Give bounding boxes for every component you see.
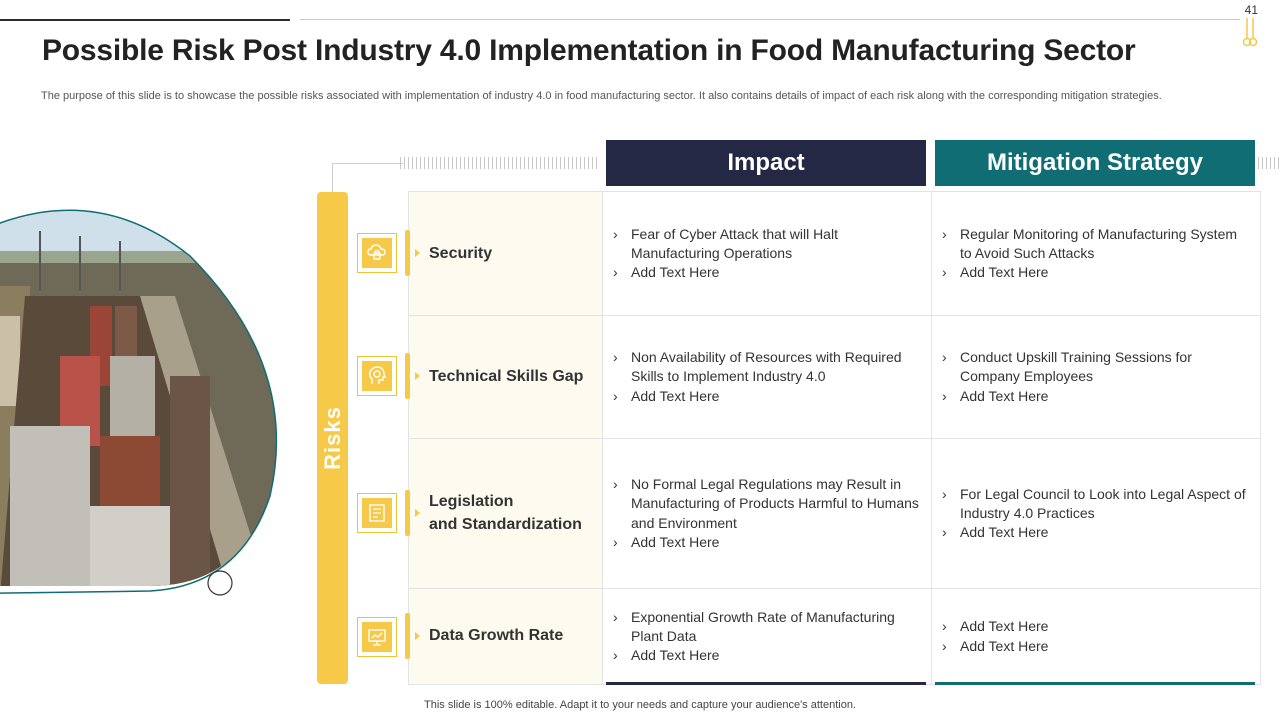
row-marker	[405, 613, 410, 659]
risks-side-label: Risks	[319, 406, 345, 470]
row-pointer	[415, 632, 420, 640]
mitigation-bullet: Add Text Here	[942, 387, 1248, 407]
mitigation-cell: For Legal Council to Look into Legal Asp…	[932, 439, 1260, 588]
impact-header: Impact	[606, 140, 926, 186]
presentation-chart-icon	[357, 617, 397, 657]
slide-title: Possible Risk Post Industry 4.0 Implemen…	[42, 34, 1136, 67]
canal-barge-photo	[0, 209, 278, 596]
risk-name-line: and Standardization	[429, 516, 582, 533]
hatch-decoration-left	[400, 157, 600, 169]
table-row-technical-skills-gap: Technical Skills Gap Non Availability of…	[409, 316, 1260, 439]
top-rule-gold	[300, 19, 1240, 20]
impact-bullet: Non Availability of Resources with Requi…	[613, 348, 919, 387]
hatch-decoration-right	[1258, 157, 1280, 169]
connector-line	[332, 163, 403, 194]
mitigation-bullet: Add Text Here	[942, 263, 1248, 283]
footer-note: This slide is 100% editable. Adapt it to…	[424, 699, 856, 711]
impact-bullet: No Formal Legal Regulations may Result i…	[613, 475, 919, 533]
hanging-tag-icon	[1242, 18, 1258, 47]
risk-cell: Technical Skills Gap	[409, 316, 603, 438]
row-marker	[405, 353, 410, 399]
risk-name: Technical Skills Gap	[429, 368, 584, 385]
slide-subtitle: The purpose of this slide is to showcase…	[41, 90, 1162, 102]
mitigation-cell: Add Text Here Add Text Here	[932, 589, 1260, 684]
cloud-lock-icon	[357, 233, 397, 273]
risk-name: Security	[429, 245, 493, 262]
mitigation-cell: Regular Monitoring of Manufacturing Syst…	[932, 192, 1260, 315]
risk-cell: Legislation and Standardization	[409, 439, 603, 588]
impact-bullet: Add Text Here	[613, 387, 919, 407]
impact-bullet: Exponential Growth Rate of Manufacturing…	[613, 608, 919, 647]
row-pointer	[415, 509, 420, 517]
top-rule-dark	[0, 19, 290, 21]
impact-cell: Exponential Growth Rate of Manufacturing…	[603, 589, 932, 684]
table-row-security: Security Fear of Cyber Attack that will …	[409, 192, 1260, 316]
impact-column-underline	[606, 682, 926, 685]
mitigation-bullet: Regular Monitoring of Manufacturing Syst…	[942, 225, 1248, 264]
row-marker	[405, 490, 410, 536]
mitigation-cell: Conduct Upskill Training Sessions for Co…	[932, 316, 1260, 438]
risk-cell: Data Growth Rate	[409, 589, 603, 684]
risks-side-bar	[317, 192, 348, 684]
page-number: 41	[1244, 3, 1258, 17]
impact-bullet: Add Text Here	[613, 646, 919, 666]
row-marker	[405, 230, 410, 276]
impact-cell: No Formal Legal Regulations may Result i…	[603, 439, 932, 588]
impact-cell: Fear of Cyber Attack that will Halt Manu…	[603, 192, 932, 315]
document-standards-icon	[357, 493, 397, 533]
table-row-data-growth-rate: Data Growth Rate Exponential Growth Rate…	[409, 589, 1260, 684]
mitigation-column-underline	[935, 682, 1255, 685]
risk-cell: Security	[409, 192, 603, 315]
mitigation-bullet: Add Text Here	[942, 523, 1248, 543]
mitigation-bullet: Add Text Here	[942, 617, 1049, 637]
mitigation-bullet: For Legal Council to Look into Legal Asp…	[942, 485, 1248, 524]
impact-bullet: Add Text Here	[613, 263, 919, 283]
risk-name: Data Growth Rate	[429, 627, 564, 644]
head-gear-icon	[357, 356, 397, 396]
impact-bullet: Fear of Cyber Attack that will Halt Manu…	[613, 225, 919, 264]
row-pointer	[415, 249, 420, 257]
risk-name: Legislation and Standardization	[429, 490, 582, 536]
risk-name-line: Legislation	[429, 493, 514, 510]
impact-bullet: Add Text Here	[613, 533, 919, 553]
risk-table: Security Fear of Cyber Attack that will …	[408, 191, 1261, 685]
table-row-legislation: Legislation and Standardization No Forma…	[409, 439, 1260, 589]
row-pointer	[415, 372, 420, 380]
mitigation-bullet: Add Text Here	[942, 637, 1049, 657]
mitigation-bullet: Conduct Upskill Training Sessions for Co…	[942, 348, 1248, 387]
impact-cell: Non Availability of Resources with Requi…	[603, 316, 932, 438]
mitigation-header: Mitigation Strategy	[935, 140, 1255, 186]
